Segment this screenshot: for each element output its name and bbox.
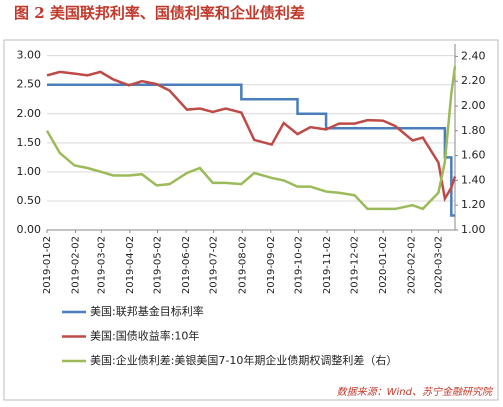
x-tick-label: 2019-12-02	[350, 236, 361, 294]
x-tick-label: 2019-01-02	[42, 236, 53, 294]
y-tick-label: 0.50	[17, 194, 42, 207]
legend-label: 美国:企业债利差:美银美国7-10年期企业债期权调整利差（右）	[90, 353, 397, 367]
y-tick-label: 3.00	[17, 49, 42, 62]
chart-title: 图 2 美国联邦利率、国债利率和企业债利差	[14, 4, 305, 22]
x-tick-label: 2019-02-02	[71, 236, 82, 294]
source-note: 数据来源：Wind、苏宁金融研究院	[337, 386, 494, 398]
x-tick-label: 2019-09-02	[266, 236, 277, 294]
series-line	[45, 66, 457, 211]
legend-label: 美国:联邦基金目标利率	[90, 304, 204, 318]
y-tick-label: 1.00	[17, 165, 42, 178]
y-tick-label: 2.50	[17, 78, 42, 91]
x-tick-label: 2020-03-02	[433, 236, 444, 294]
x-tick-label: 2019-08-02	[237, 236, 248, 294]
y-tick-label: 2.00	[17, 107, 42, 120]
y-tick-label: 0.00	[17, 223, 42, 236]
y2-tick-label: 2.40	[461, 49, 486, 62]
y2-tick-label: 1.40	[461, 173, 486, 186]
y2-tick-label: 1.20	[461, 198, 486, 211]
y2-tick-label: 2.20	[461, 74, 486, 87]
chart-frame	[3, 39, 499, 401]
y-tick-label: 1.50	[17, 136, 42, 149]
x-tick-label: 2019-03-02	[96, 236, 107, 294]
x-tick-label: 2019-06-02	[181, 236, 192, 294]
y2-tick-label: 1.60	[461, 149, 486, 162]
y2-tick-label: 2.00	[461, 99, 486, 112]
series-line	[46, 70, 457, 203]
legend-label: 美国:国债收益率:10年	[90, 329, 199, 343]
x-tick-label: 2019-04-02	[125, 236, 136, 294]
x-tick-label: 2019-11-02	[322, 236, 333, 294]
x-tick-label: 2020-02-02	[407, 236, 418, 294]
y2-tick-label: 1.80	[461, 124, 486, 137]
x-tick-label: 2019-05-02	[153, 236, 164, 294]
x-tick-label: 2020-01-02	[378, 236, 389, 294]
x-tick-label: 2019-10-02	[293, 236, 304, 294]
x-tick-label: 2019-07-02	[209, 236, 220, 294]
series-line	[47, 83, 455, 217]
y2-tick-label: 1.00	[461, 223, 486, 236]
